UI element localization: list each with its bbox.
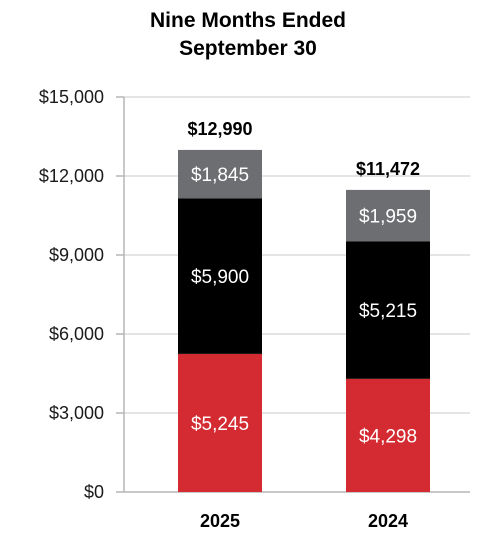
x-category-label: 2025: [200, 511, 240, 531]
data-label: $5,245: [191, 414, 249, 435]
y-tick-label: $15,000: [39, 87, 104, 107]
y-tick-label: $3,000: [49, 403, 104, 423]
labels: $0 $3,000 $6,000 $9,000 $12,000 $15,000 $5,245…: [39, 87, 420, 531]
bar-segment: [178, 198, 262, 354]
data-label: $5,900: [191, 267, 249, 288]
bar-segment: [346, 241, 430, 379]
y-tick-label: $9,000: [49, 245, 104, 265]
x-category-label: 2024: [368, 511, 408, 531]
bar-segment: [178, 149, 262, 199]
data-label: $4,298: [359, 426, 417, 447]
chart-title-line-1: Nine Months Ended: [150, 9, 346, 32]
y-tick-label: $6,000: [49, 324, 104, 344]
y-tick-label: $12,000: [39, 166, 104, 186]
total-label: $12,990: [187, 119, 252, 139]
bar-segment: [178, 353, 262, 492]
data-label: $1,959: [359, 207, 417, 228]
chart-title-line-2: September 30: [179, 37, 317, 60]
total-label: $11,472: [356, 159, 420, 179]
bars: [178, 149, 430, 492]
data-label: $5,215: [359, 301, 417, 322]
bar-segment: [346, 378, 430, 492]
data-label: $1,845: [191, 165, 249, 186]
bar-segment: [346, 189, 430, 242]
y-tick-label: $0: [84, 482, 104, 502]
